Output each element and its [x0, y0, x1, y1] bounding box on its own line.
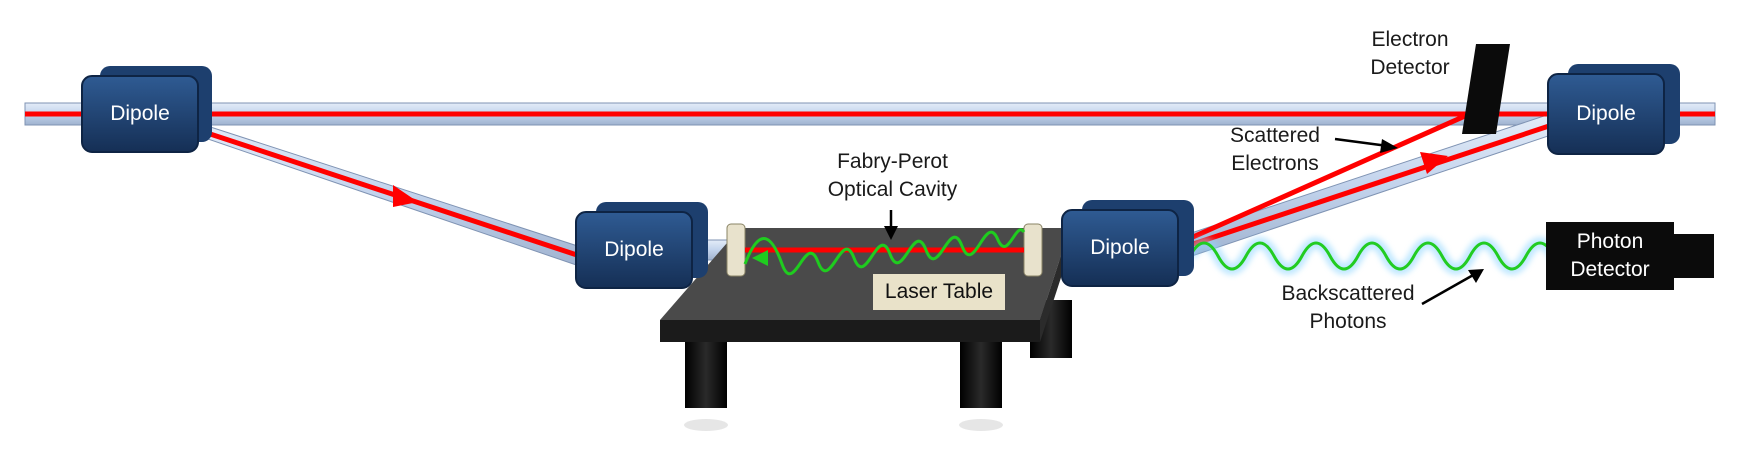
photon-detector-label-line2: Detector	[1570, 258, 1650, 281]
dipole-magnet-1	[81, 66, 212, 153]
scattered-electrons-arrowhead	[1380, 139, 1398, 153]
cavity-mirrors	[726, 223, 1043, 277]
backscattered-photons-label: Backscattered Photons	[1268, 280, 1428, 336]
electron-detector-label: Electron Detector	[1350, 26, 1470, 82]
beam-direction-arrow-left	[393, 185, 418, 207]
backscattered-photons-label-line1: Backscattered	[1281, 282, 1415, 305]
dipole-magnet-2	[575, 202, 708, 289]
photon-detector-tube	[1672, 234, 1714, 278]
fabry-perot-label-line2: Optical Cavity	[827, 178, 958, 201]
backscattered-photons-arrowhead	[1468, 269, 1484, 283]
table-leg-front-right	[960, 342, 1002, 408]
electron-beam-left-diagonal	[197, 127, 587, 261]
table-leg-front-left	[685, 342, 727, 408]
cavity-laser-wave	[743, 228, 1026, 276]
laser-table-group	[660, 228, 1072, 431]
photon-detector	[1546, 222, 1714, 290]
dipole-magnet-4	[1547, 64, 1680, 155]
electron-detector-label-line2: Detector	[1370, 56, 1450, 79]
photon-detector-label: Photon Detector	[1546, 228, 1674, 284]
photon-detector-label-line1: Photon	[1576, 230, 1644, 253]
leg-shadow-right	[959, 419, 1003, 431]
backscattered-photons-pointer	[1421, 272, 1476, 306]
backscattered-photons-label-line2: Photons	[1309, 310, 1387, 333]
table-front-edge	[660, 320, 1040, 342]
backscattered-photon-wave	[1184, 237, 1616, 275]
electron-detector-label-line1: Electron	[1371, 28, 1449, 51]
cavity-mirror-right	[1023, 223, 1043, 277]
beam-direction-arrow-right	[1420, 152, 1448, 174]
photon-detector-body	[1546, 222, 1674, 290]
electron-detector-block	[1462, 44, 1510, 134]
scattered-electrons-label-line1: Scattered	[1230, 124, 1320, 147]
cavity-laser-arrow	[752, 250, 768, 266]
dipole-magnets	[81, 64, 1680, 289]
laser-table-label: Laser Table	[873, 274, 1005, 310]
scattered-electrons-label-line2: Electrons	[1231, 152, 1319, 175]
fabry-perot-arrowhead	[884, 226, 898, 240]
scattered-electrons-pointer	[1334, 137, 1389, 148]
electron-beam	[25, 105, 1715, 261]
scattered-electron-trajectory	[1173, 105, 1485, 248]
fabry-perot-label-line1: Fabry-Perot	[837, 150, 948, 173]
scattered-electrons-label: Scattered Electrons	[1215, 122, 1335, 178]
electron-beam-right-diagonal	[1174, 121, 1556, 253]
fabry-perot-label: Fabry-Perot Optical Cavity	[810, 148, 975, 204]
cavity-mirror-left	[726, 223, 746, 277]
leg-shadow-left	[684, 419, 728, 431]
dipole-magnet-3	[1061, 200, 1194, 287]
